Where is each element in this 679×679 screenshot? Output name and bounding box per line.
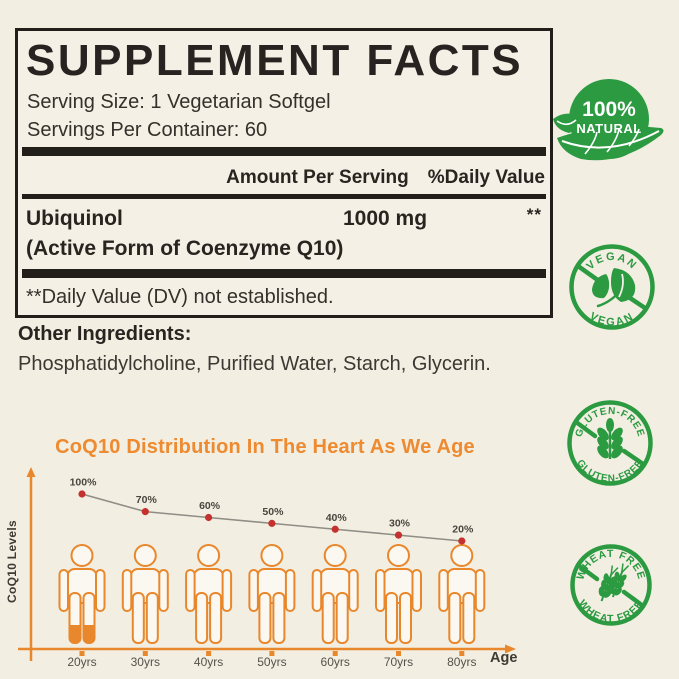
slash-line-top <box>573 419 598 439</box>
small-leaf-vein <box>556 119 577 126</box>
y-axis-arrow <box>26 467 36 477</box>
divider-thin <box>22 194 546 199</box>
slash-line-top <box>575 562 600 582</box>
y-axis-title: CoQ10 Levels <box>5 520 19 603</box>
person-figure-30yrs <box>121 544 169 644</box>
x-tick-label: 70yrs <box>384 655 413 669</box>
badge-natural-percent: 100% <box>582 98 636 121</box>
data-point-label: 20% <box>452 524 474 536</box>
badge-wheat-bottom-text: WHEAT FREE <box>576 598 646 625</box>
data-point <box>268 519 276 527</box>
badge-gluten-free: GLUTEN-FREE GLUTEN-FREE <box>567 400 653 486</box>
person-figure-20yrs <box>58 544 106 644</box>
other-ingredients-text: Phosphatidylcholine, Purified Water, Sta… <box>18 353 491 375</box>
ingredient-amount: 1000 mg <box>343 207 428 230</box>
person-figure-80yrs <box>438 544 486 644</box>
gluten-plant-icon <box>597 418 623 459</box>
divider-thick-top <box>22 147 546 156</box>
vegan-stem <box>596 288 623 308</box>
badge-ring <box>567 400 653 486</box>
data-point <box>78 490 86 498</box>
slash-line-bottom <box>621 589 646 609</box>
x-tick-label: 80yrs <box>447 655 476 669</box>
data-point-label: 30% <box>389 518 411 530</box>
col-amount-label: Amount Per Serving <box>226 167 409 188</box>
badge-wheat-free: WHEAT FREE WHEAT FREE <box>570 544 652 626</box>
col-daily-value-label: %Daily Value <box>427 167 545 188</box>
leaf-vein <box>561 130 660 149</box>
person-figure-40yrs <box>185 544 233 644</box>
facts-panel: SUPPLEMENT FACTS Serving Size: 1 Vegetar… <box>15 28 553 318</box>
x-tick-label: 60yrs <box>321 655 350 669</box>
leaf-veins <box>584 128 640 155</box>
person-figure-60yrs <box>311 544 359 644</box>
x-tick <box>459 651 465 656</box>
ingredient-name: Ubiquinol <box>26 207 123 230</box>
coq10-chart-title: CoQ10 Distribution In The Heart As We Ag… <box>55 436 475 458</box>
data-point <box>141 508 149 516</box>
badge-vegan: VEGAN VEGAN <box>569 244 655 330</box>
badge-natural-word: NATURAL <box>576 121 641 136</box>
vegan-leaf-vein <box>618 273 624 298</box>
x-tick <box>142 651 148 656</box>
x-tick-label: 20yrs <box>67 655 96 669</box>
data-point-label: 100% <box>70 477 98 489</box>
vegan-leaf-left-icon <box>592 274 610 299</box>
coq10-chart: CoQ10 Levels Age 20yrs 30yrs 40yrs 50yrs 60yrs… <box>5 467 517 669</box>
servings-per-container: Servings Per Container: 60 <box>27 119 268 141</box>
x-axis-title: Age <box>490 650 517 666</box>
badge-ring <box>569 244 655 330</box>
badge-gluten-bottom-text: GLUTEN-FREE <box>574 458 646 485</box>
x-tick <box>396 651 401 656</box>
divider-thick-bottom <box>22 269 546 278</box>
x-tick <box>332 651 338 656</box>
badge-ring <box>570 544 652 626</box>
ingredient-daily-value: ** <box>526 205 542 224</box>
x-tick-label: 30yrs <box>131 655 160 669</box>
x-tick <box>79 651 85 656</box>
data-point-label: 50% <box>262 506 284 518</box>
person-figure-70yrs <box>375 544 422 644</box>
daily-value-footnote: **Daily Value (DV) not established. <box>26 286 334 308</box>
ingredient-detail: (Active Form of Coenzyme Q10) <box>26 237 344 260</box>
badge-100-natural: 100% NATURAL <box>553 79 664 161</box>
x-tick <box>206 651 212 656</box>
x-axis-arrow <box>505 644 516 654</box>
data-point <box>458 537 466 545</box>
wheat-ears-icon <box>598 563 630 602</box>
panel-title: SUPPLEMENT FACTS <box>26 36 524 85</box>
x-tick-label: 40yrs <box>194 655 223 669</box>
column-headers: Amount Per Serving %Daily Value <box>226 167 545 189</box>
data-point-label: 60% <box>199 500 221 512</box>
data-point-label: 70% <box>136 494 158 506</box>
person-figure-50yrs <box>248 544 296 644</box>
badge-vegan-top-text: VEGAN <box>584 251 639 273</box>
data-point <box>205 513 213 522</box>
x-tick-label: 50yrs <box>257 655 286 669</box>
data-point-label: 40% <box>326 512 348 524</box>
data-point <box>331 525 339 533</box>
data-point <box>394 531 403 539</box>
badge-vegan-bottom-text: VEGAN <box>587 310 636 328</box>
x-tick <box>269 651 275 656</box>
small-leaf-icon <box>553 113 579 133</box>
other-ingredients-title: Other Ingredients: <box>18 323 192 345</box>
slash-line-top <box>575 263 602 284</box>
slash-line-bottom <box>621 448 646 467</box>
serving-size: Serving Size: 1 Vegetarian Softgel <box>27 91 331 113</box>
